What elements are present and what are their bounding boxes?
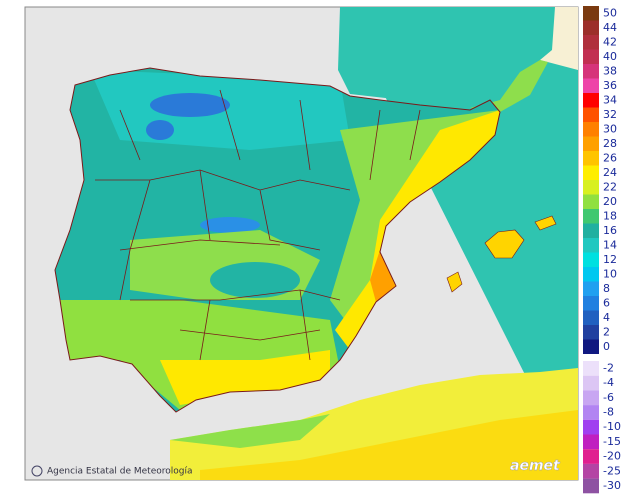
legend-label: 8: [603, 282, 610, 295]
legend-label: 12: [603, 253, 617, 266]
legend-label: 28: [603, 137, 617, 150]
legend-swatch: [583, 64, 599, 79]
legend-label: 32: [603, 108, 617, 121]
legend-swatch: [583, 49, 599, 64]
legend-swatch: [583, 405, 599, 420]
legend-label: 30: [603, 122, 617, 135]
south-coast: [160, 350, 330, 405]
legend-swatch: [583, 434, 599, 450]
legend-swatch: [583, 165, 599, 180]
legend-swatch: [583, 310, 599, 325]
cold-zone: [200, 217, 260, 233]
legend-label: -20: [603, 450, 621, 463]
menorca: [534, 215, 557, 231]
legend-swatch: [583, 375, 599, 391]
legend-swatch: [583, 151, 599, 166]
legend-label: 20: [603, 195, 617, 208]
legend-swatch: [583, 20, 599, 35]
legend-swatch: [583, 267, 599, 282]
legend-label: 38: [603, 64, 617, 77]
france: [338, 7, 578, 480]
cold-zone: [146, 120, 174, 140]
legend-label: -15: [603, 435, 621, 448]
legend-label: -2: [603, 361, 614, 374]
france-outer: [540, 7, 578, 70]
cold-zone: [150, 93, 230, 117]
legend-swatch: [583, 180, 599, 195]
legend-swatch: [583, 223, 599, 238]
legend-swatch: [583, 209, 599, 224]
legend-swatch: [583, 78, 599, 93]
legend: 5044424038363432302826242220181614121086…: [583, 6, 621, 494]
legend-label: 10: [603, 267, 617, 280]
legend-swatch: [583, 194, 599, 209]
legend-swatch: [583, 35, 599, 50]
legend-label: 14: [603, 238, 617, 251]
legend-label: -30: [603, 479, 621, 492]
legend-label: 6: [603, 296, 610, 309]
coast-france: [470, 60, 548, 112]
legend-label: 2: [603, 325, 610, 338]
logo: aemet: [510, 458, 561, 474]
legend-label: 4: [603, 311, 610, 324]
legend-label: 18: [603, 209, 617, 222]
legend-swatch: [583, 325, 599, 340]
legend-swatch: [583, 463, 599, 479]
legend-label: 22: [603, 180, 617, 193]
copyright-icon: [31, 465, 43, 477]
ibiza: [446, 271, 463, 293]
legend-label: -10: [603, 420, 621, 433]
border: [54, 67, 501, 413]
legend-swatch: [583, 6, 599, 21]
legend-swatch: [583, 252, 599, 267]
mallorca: [484, 229, 525, 259]
legend-swatch: [583, 339, 599, 354]
legend-swatch: [583, 296, 599, 311]
legend-label: 0: [603, 340, 610, 353]
legend-label: -8: [603, 405, 614, 418]
legend-swatch: [583, 107, 599, 122]
hot-coast: [370, 250, 395, 302]
mid-zone: [210, 262, 300, 298]
legend-label: -4: [603, 376, 614, 389]
legend-label: 26: [603, 151, 617, 164]
legend-swatch: [583, 361, 599, 376]
legend-swatch: [583, 449, 599, 464]
legend-swatch: [583, 390, 599, 406]
africa-south: [200, 410, 578, 480]
legend-swatch: [583, 136, 599, 151]
legend-swatch: [583, 281, 599, 296]
legend-label: 42: [603, 35, 617, 48]
legend-label: 24: [603, 166, 617, 179]
legend-label: 40: [603, 50, 617, 63]
legend-label: -6: [603, 391, 614, 404]
legend-label: 44: [603, 21, 617, 34]
legend-swatch: [583, 478, 599, 494]
legend-label: 50: [603, 6, 617, 19]
legend-label: 34: [603, 93, 617, 106]
legend-label: 36: [603, 79, 617, 92]
legend-swatch: [583, 122, 599, 137]
legend-swatch: [583, 238, 599, 253]
credit: Agencia Estatal de Meteorología: [47, 467, 193, 477]
province-lines: [95, 89, 421, 361]
legend-label: -25: [603, 464, 621, 477]
legend-label: 16: [603, 224, 617, 237]
africa-coast: [170, 414, 330, 448]
legend-swatch: [583, 419, 599, 435]
legend-swatch: [583, 93, 599, 108]
